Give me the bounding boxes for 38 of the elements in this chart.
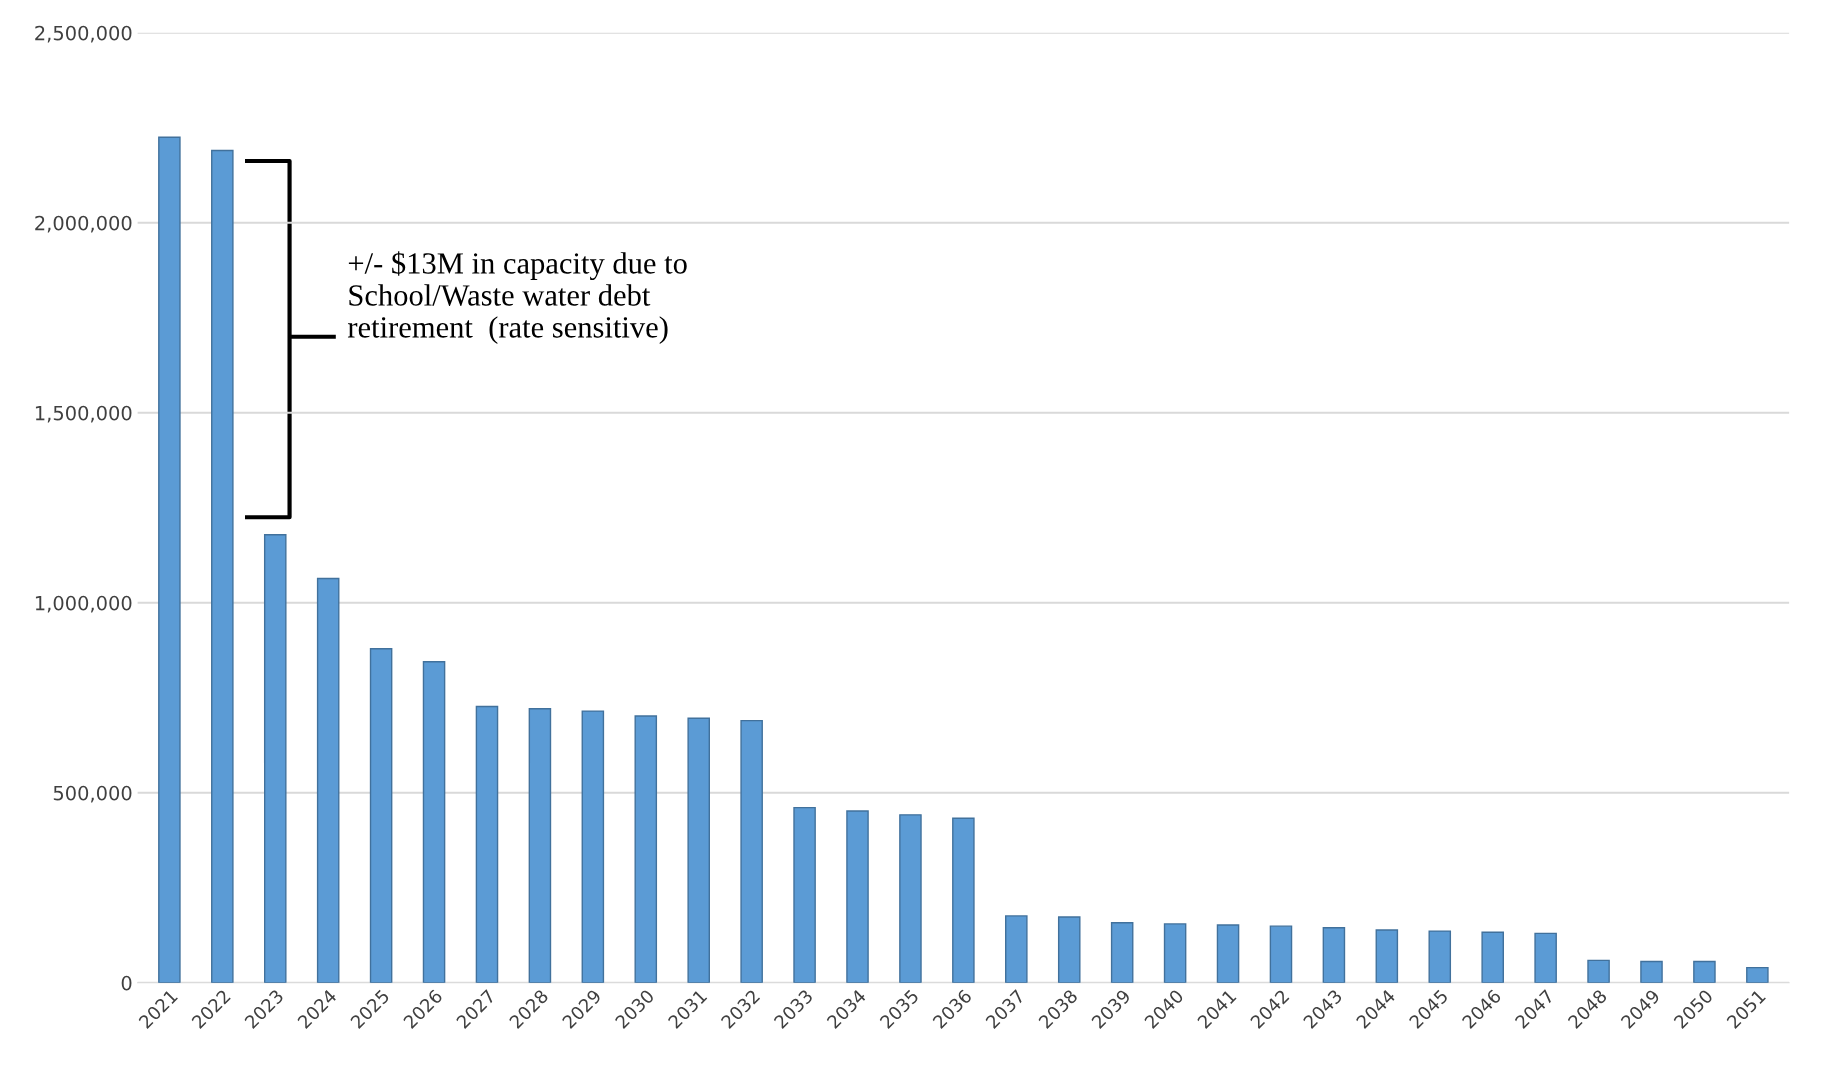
bar — [1057, 916, 1081, 983]
bar — [263, 534, 287, 983]
bar — [528, 708, 552, 983]
bar — [1005, 915, 1028, 983]
y-tick-label: 2,000,000 — [35, 215, 132, 233]
bar — [1693, 960, 1716, 983]
bar — [1163, 923, 1187, 983]
bar — [740, 719, 763, 983]
bar — [158, 136, 181, 983]
bar — [687, 717, 710, 983]
bar — [1216, 924, 1240, 983]
bar — [1375, 929, 1399, 983]
y-tick-label: 500,000 — [53, 785, 132, 803]
bar — [899, 814, 922, 983]
bar — [634, 715, 658, 983]
bar — [211, 149, 234, 983]
bar — [1640, 960, 1663, 983]
y-tick-label: 1,500,000 — [35, 405, 132, 423]
y-tick-label: 2,500,000 — [35, 25, 132, 43]
y-tick-label: 0 — [121, 975, 132, 991]
annotation: +/- $13M in capacity due to School/Waste water debt retirement (rate sensitive) — [347, 251, 687, 344]
bar — [422, 660, 446, 983]
bar — [1428, 930, 1452, 983]
bar — [952, 817, 975, 983]
bar — [475, 705, 499, 983]
bar — [846, 810, 869, 983]
bar — [1746, 966, 1769, 983]
y-tick-label: 1,000,000 — [35, 595, 132, 613]
bar — [793, 806, 816, 983]
bar — [581, 710, 605, 983]
bar — [316, 577, 340, 983]
bar — [1110, 922, 1134, 983]
bar — [1481, 931, 1504, 983]
bar — [1269, 925, 1293, 983]
bar — [1322, 927, 1346, 983]
bar — [1534, 932, 1557, 983]
bar — [1587, 959, 1610, 983]
bar — [369, 648, 393, 983]
